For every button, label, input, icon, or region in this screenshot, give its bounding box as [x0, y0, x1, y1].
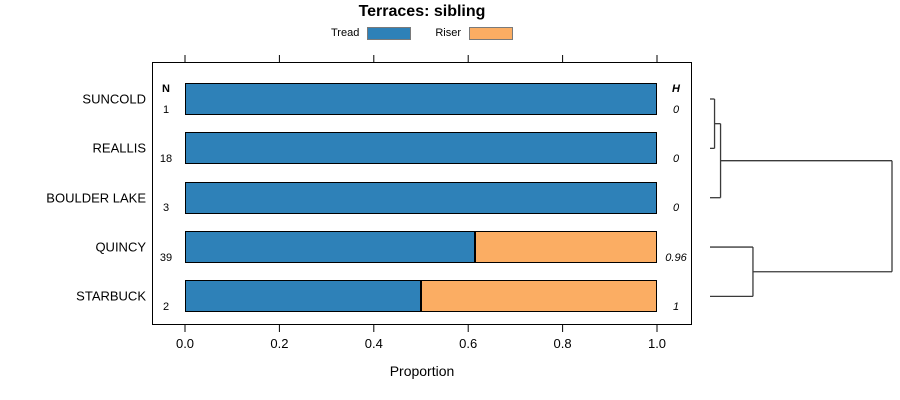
category-label: QUINCY	[95, 239, 146, 255]
x-axis-title: Proportion	[389, 363, 455, 379]
h-value: 0	[672, 152, 680, 165]
x-tick-label: 0.6	[459, 336, 478, 351]
category-label: REALLIS	[92, 140, 146, 156]
category-label: SUNCOLD	[82, 91, 146, 107]
legend-swatch-riser	[469, 26, 513, 40]
bar-segment-tread	[185, 231, 476, 264]
n-column-header: N	[162, 83, 170, 95]
x-tick-label: 0.8	[553, 336, 572, 351]
dendrogram	[710, 98, 893, 298]
legend-swatch-tread	[367, 26, 412, 40]
legend-item-riser: Riser	[435, 26, 513, 40]
h-value: 0.96	[665, 251, 687, 264]
n-value: 1	[162, 103, 170, 116]
bar-segment-tread	[185, 83, 657, 115]
x-tick-label: 0.4	[364, 336, 383, 351]
bar-segment-tread	[185, 132, 657, 165]
bar-segment-tread	[185, 280, 421, 313]
legend: Tread Riser	[152, 25, 692, 41]
legend-item-tread: Tread	[331, 26, 412, 40]
legend-label-riser: Riser	[435, 27, 461, 39]
x-tick-label: 0.0	[175, 336, 195, 351]
x-tick-label: 0.2	[270, 336, 289, 351]
axis-ticks	[184, 55, 658, 332]
bar-segment-riser	[475, 231, 657, 264]
n-value: 3	[162, 202, 170, 215]
category-label: STARBUCK	[76, 288, 146, 304]
legend-label-tread: Tread	[331, 27, 360, 39]
n-value: 2	[162, 300, 170, 313]
bar-segment-tread	[185, 181, 657, 214]
h-value: 0	[672, 103, 680, 116]
x-tick-label: 1.0	[647, 336, 667, 351]
n-value: 18	[159, 152, 173, 165]
bar-segment-riser	[421, 280, 657, 313]
n-value: 39	[159, 251, 173, 264]
h-value: 1	[672, 300, 680, 313]
h-column-header: H	[672, 83, 680, 95]
category-label: BOULDER LAKE	[46, 190, 146, 206]
h-value: 0	[672, 202, 680, 215]
chart-title: Terraces: sibling	[358, 3, 486, 20]
